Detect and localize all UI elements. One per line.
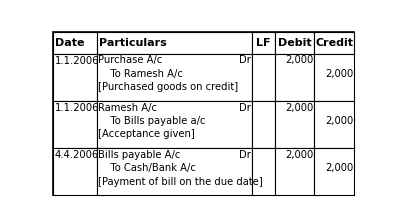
Bar bbox=[252, 101, 275, 148]
Bar bbox=[275, 101, 314, 148]
Text: Ramesh A/c: Ramesh A/c bbox=[98, 103, 157, 113]
Bar bbox=[275, 148, 314, 195]
Text: To Ramesh A/c: To Ramesh A/c bbox=[98, 69, 183, 79]
Text: Bills payable A/c: Bills payable A/c bbox=[98, 150, 181, 160]
Bar bbox=[53, 101, 97, 148]
Bar bbox=[97, 32, 252, 54]
Text: 1.1.2006: 1.1.2006 bbox=[55, 56, 100, 66]
Text: 1.1.2006: 1.1.2006 bbox=[55, 103, 100, 113]
Text: Purchase A/c: Purchase A/c bbox=[98, 55, 163, 65]
Bar bbox=[97, 101, 252, 148]
Text: Dr: Dr bbox=[239, 150, 251, 160]
Text: [Payment of bill on the due date]: [Payment of bill on the due date] bbox=[98, 177, 263, 187]
Text: [Purchased goods on credit]: [Purchased goods on credit] bbox=[98, 82, 238, 92]
Text: To Bills payable a/c: To Bills payable a/c bbox=[98, 116, 206, 126]
Bar bbox=[97, 148, 252, 195]
Text: Debit: Debit bbox=[278, 38, 311, 48]
Bar bbox=[314, 32, 355, 54]
Text: [Acceptance given]: [Acceptance given] bbox=[98, 129, 195, 139]
Text: Dr: Dr bbox=[239, 103, 251, 113]
Bar bbox=[252, 54, 275, 101]
Bar bbox=[252, 32, 275, 54]
Bar bbox=[252, 148, 275, 195]
Text: To Cash/Bank A/c: To Cash/Bank A/c bbox=[98, 163, 196, 173]
Bar bbox=[314, 101, 355, 148]
Text: Dr: Dr bbox=[239, 55, 251, 65]
Bar bbox=[97, 54, 252, 101]
Text: 2,000: 2,000 bbox=[285, 55, 313, 65]
Bar bbox=[275, 32, 314, 54]
Text: Credit: Credit bbox=[316, 38, 353, 48]
Text: 2,000: 2,000 bbox=[285, 103, 313, 113]
Bar bbox=[314, 148, 355, 195]
Bar bbox=[53, 32, 97, 54]
Bar bbox=[314, 54, 355, 101]
Text: Particulars: Particulars bbox=[99, 38, 167, 48]
Text: LF: LF bbox=[256, 38, 271, 48]
Text: 2,000: 2,000 bbox=[285, 150, 313, 160]
Text: 2,000: 2,000 bbox=[325, 69, 353, 79]
Bar bbox=[53, 54, 97, 101]
Text: 2,000: 2,000 bbox=[325, 116, 353, 126]
Text: Date: Date bbox=[55, 38, 85, 48]
Bar bbox=[53, 148, 97, 195]
Bar bbox=[275, 54, 314, 101]
Text: 4.4.2006: 4.4.2006 bbox=[55, 150, 99, 160]
Text: 2,000: 2,000 bbox=[325, 163, 353, 173]
